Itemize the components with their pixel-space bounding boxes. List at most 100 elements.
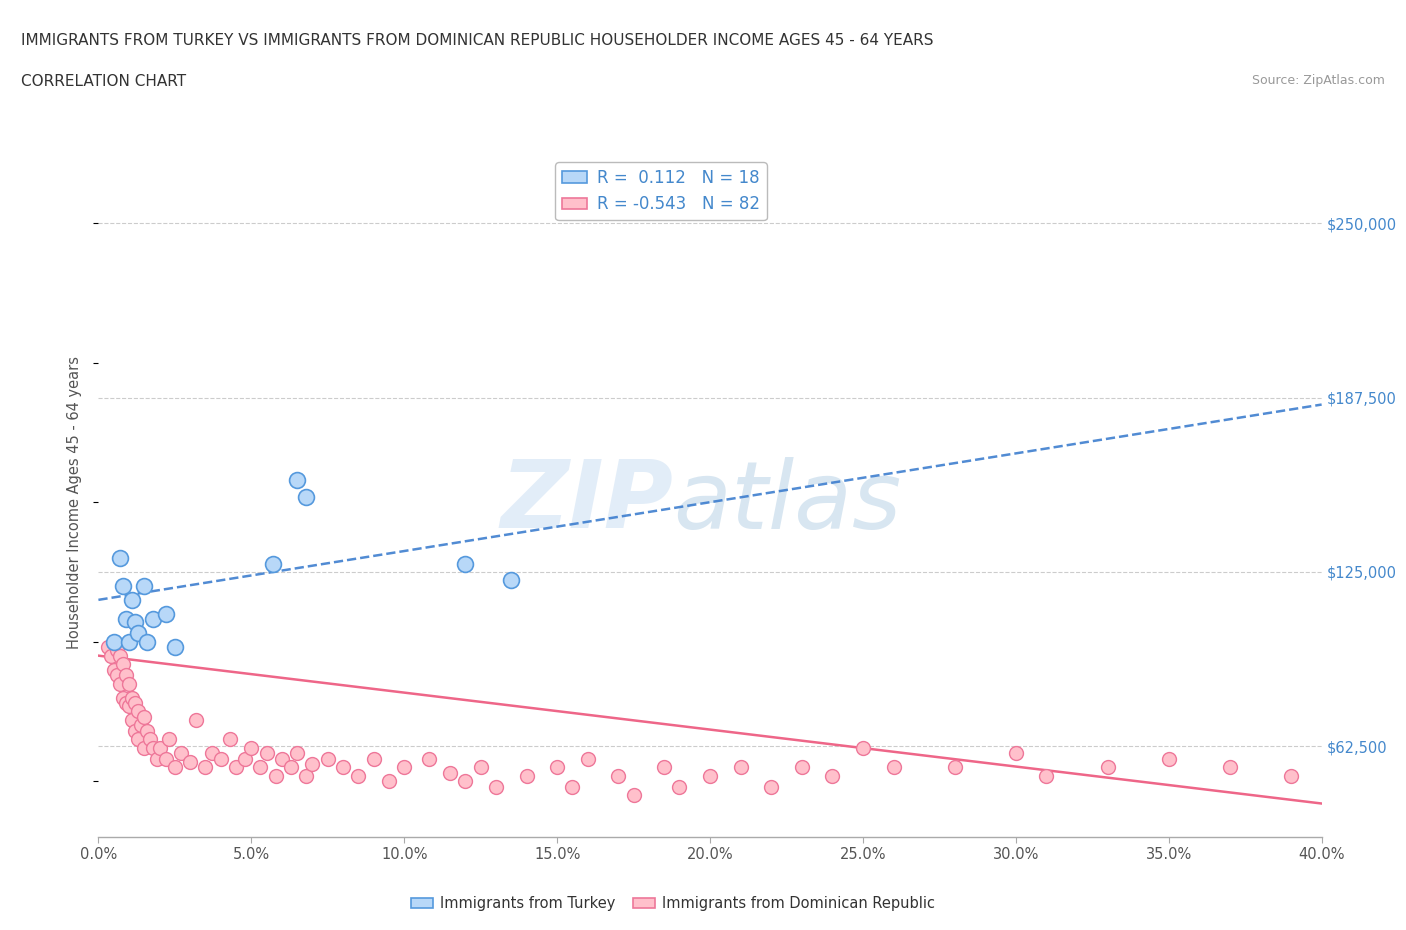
Point bbox=[170, 746, 193, 761]
Point bbox=[219, 732, 242, 747]
Point bbox=[943, 760, 966, 775]
Point bbox=[652, 760, 675, 775]
Point bbox=[145, 751, 167, 766]
Point bbox=[97, 640, 120, 655]
Point bbox=[561, 779, 583, 794]
Point bbox=[134, 710, 156, 724]
Point bbox=[142, 740, 165, 755]
Point bbox=[668, 779, 690, 794]
Point bbox=[200, 746, 222, 761]
Point bbox=[118, 698, 141, 713]
Point bbox=[108, 676, 131, 691]
Point bbox=[347, 768, 370, 783]
Point bbox=[103, 634, 125, 649]
Point bbox=[136, 724, 159, 738]
Point bbox=[285, 746, 308, 761]
Point bbox=[1157, 751, 1180, 766]
Point bbox=[316, 751, 339, 766]
Point bbox=[179, 754, 201, 769]
Y-axis label: Householder Income Ages 45 - 64 years: Householder Income Ages 45 - 64 years bbox=[67, 355, 83, 649]
Point bbox=[546, 760, 568, 775]
Point bbox=[264, 768, 287, 783]
Point bbox=[270, 751, 292, 766]
Point bbox=[1035, 768, 1057, 783]
Point bbox=[699, 768, 721, 783]
Point bbox=[124, 724, 146, 738]
Point bbox=[418, 751, 440, 766]
Point bbox=[121, 690, 143, 705]
Point bbox=[392, 760, 416, 775]
Point bbox=[378, 774, 401, 789]
Point bbox=[295, 768, 318, 783]
Point bbox=[1219, 760, 1241, 775]
Point bbox=[155, 751, 177, 766]
Point bbox=[454, 556, 477, 571]
Point bbox=[821, 768, 844, 783]
Point bbox=[852, 740, 875, 755]
Point bbox=[108, 551, 131, 565]
Text: atlas: atlas bbox=[673, 457, 901, 548]
Point bbox=[501, 573, 523, 588]
Point bbox=[136, 634, 159, 649]
Point bbox=[134, 578, 156, 593]
Point bbox=[129, 718, 152, 733]
Point bbox=[332, 760, 354, 775]
Point bbox=[118, 676, 141, 691]
Point bbox=[1097, 760, 1119, 775]
Point bbox=[1004, 746, 1026, 761]
Point bbox=[111, 657, 134, 671]
Point bbox=[139, 732, 162, 747]
Point bbox=[115, 612, 138, 627]
Point bbox=[249, 760, 271, 775]
Point bbox=[363, 751, 385, 766]
Point bbox=[157, 732, 180, 747]
Point bbox=[280, 760, 302, 775]
Point bbox=[516, 768, 538, 783]
Point bbox=[111, 690, 134, 705]
Point bbox=[115, 668, 138, 683]
Point bbox=[163, 640, 186, 655]
Point bbox=[127, 704, 149, 719]
Point bbox=[790, 760, 813, 775]
Point bbox=[240, 740, 263, 755]
Point bbox=[883, 760, 905, 775]
Point bbox=[576, 751, 599, 766]
Point bbox=[1279, 768, 1302, 783]
Point bbox=[105, 643, 128, 658]
Point bbox=[194, 760, 217, 775]
Point bbox=[124, 615, 146, 630]
Point bbox=[454, 774, 477, 789]
Text: CORRELATION CHART: CORRELATION CHART bbox=[21, 74, 186, 89]
Point bbox=[118, 634, 141, 649]
Point bbox=[115, 696, 138, 711]
Point bbox=[256, 746, 278, 761]
Point bbox=[121, 592, 143, 607]
Point bbox=[121, 712, 143, 727]
Point bbox=[759, 779, 782, 794]
Point bbox=[233, 751, 256, 766]
Point bbox=[108, 648, 131, 663]
Point bbox=[100, 648, 122, 663]
Point bbox=[186, 712, 208, 727]
Text: Source: ZipAtlas.com: Source: ZipAtlas.com bbox=[1251, 74, 1385, 87]
Point bbox=[285, 472, 308, 487]
Point bbox=[262, 556, 284, 571]
Point bbox=[103, 662, 125, 677]
Point bbox=[623, 788, 645, 803]
Point bbox=[127, 732, 149, 747]
Point bbox=[301, 757, 323, 772]
Point bbox=[209, 751, 232, 766]
Point bbox=[111, 578, 134, 593]
Point bbox=[730, 760, 752, 775]
Point bbox=[470, 760, 492, 775]
Point bbox=[485, 779, 508, 794]
Point bbox=[134, 740, 156, 755]
Point bbox=[163, 760, 186, 775]
Point bbox=[295, 489, 318, 504]
Point bbox=[127, 626, 149, 641]
Point bbox=[124, 696, 146, 711]
Point bbox=[439, 765, 461, 780]
Text: ZIP: ZIP bbox=[501, 457, 673, 548]
Legend: Immigrants from Turkey, Immigrants from Dominican Republic: Immigrants from Turkey, Immigrants from … bbox=[405, 890, 941, 917]
Text: IMMIGRANTS FROM TURKEY VS IMMIGRANTS FROM DOMINICAN REPUBLIC HOUSEHOLDER INCOME : IMMIGRANTS FROM TURKEY VS IMMIGRANTS FRO… bbox=[21, 33, 934, 47]
